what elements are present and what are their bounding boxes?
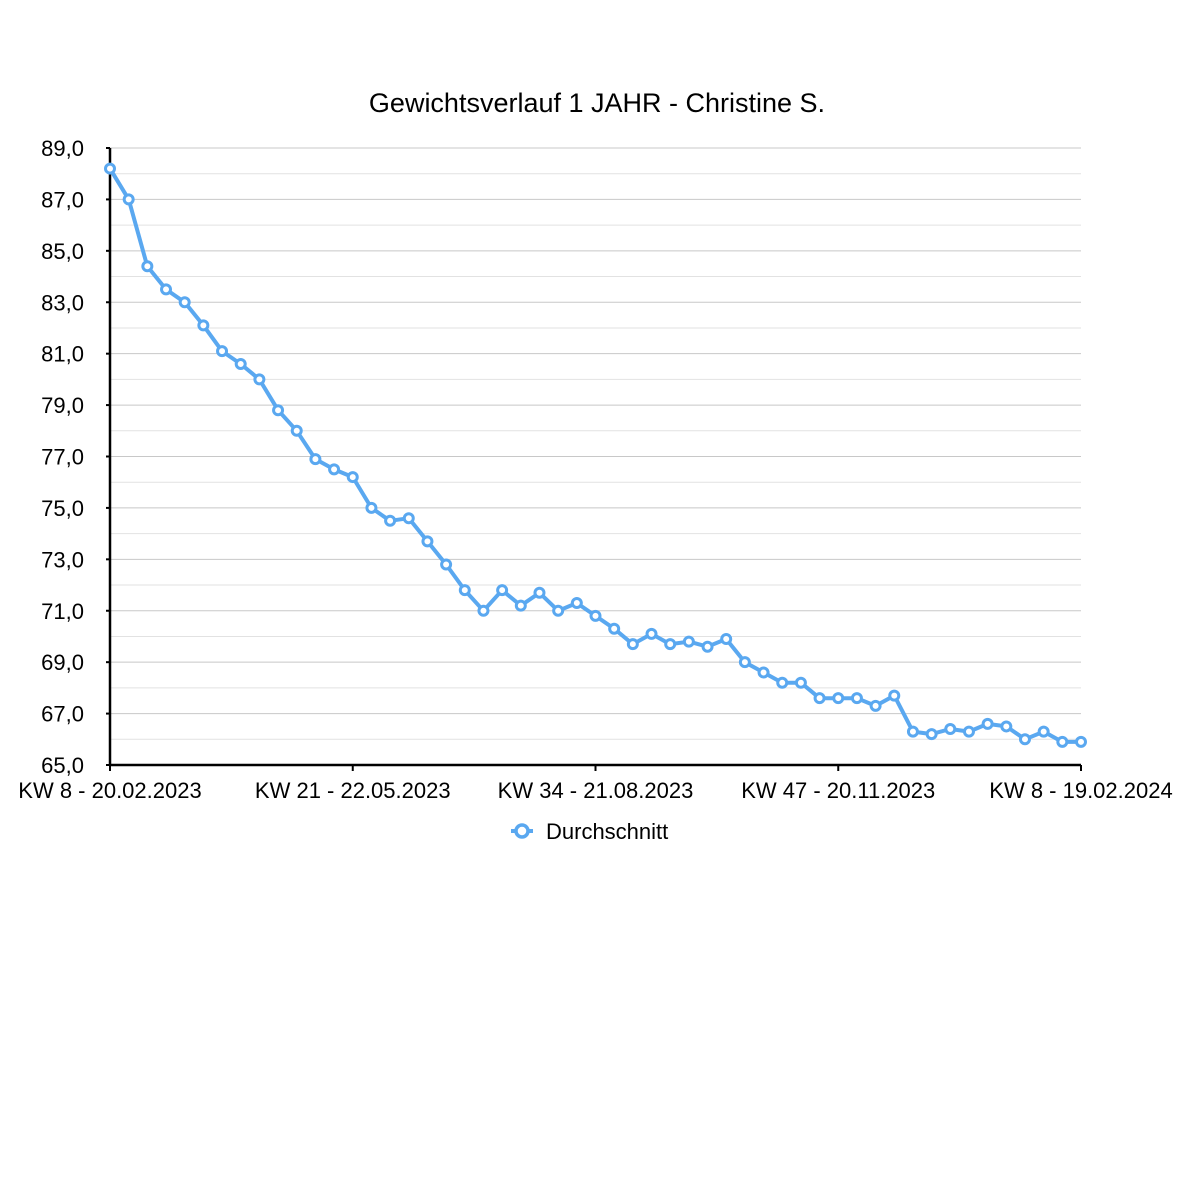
data-point	[664, 638, 677, 651]
data-point	[645, 627, 658, 640]
y-tick-label: 77,0	[41, 445, 84, 470]
data-point	[962, 725, 975, 738]
data-point	[477, 604, 490, 617]
y-tick-label: 67,0	[41, 702, 84, 727]
axes	[106, 147, 1082, 771]
data-point	[253, 373, 266, 386]
data-point	[533, 586, 546, 599]
y-axis-tick-labels: 65,0 67,0 69,0 71,0 73,0 75,0 77,0 79,0 81,0 83,0…	[41, 136, 84, 778]
data-point	[1018, 733, 1031, 746]
data-point	[757, 666, 770, 679]
series-line-durchschnitt	[108, 166, 1083, 744]
gridlines	[110, 147, 1081, 740]
y-tick-label: 73,0	[41, 547, 84, 572]
data-point	[1075, 735, 1087, 748]
data-point	[141, 260, 154, 273]
data-point	[701, 640, 714, 653]
y-tick-label: 71,0	[41, 599, 84, 624]
legend-point-marker	[514, 823, 530, 839]
data-point	[309, 453, 322, 466]
y-tick-label: 79,0	[41, 393, 84, 418]
data-point	[122, 193, 135, 206]
data-point	[794, 676, 807, 689]
data-point	[570, 597, 583, 610]
y-tick-label: 75,0	[41, 496, 84, 521]
data-point	[496, 584, 509, 597]
data-point	[682, 635, 695, 648]
x-tick-label: KW 21 - 22.05.2023	[255, 778, 451, 803]
data-point	[197, 319, 210, 332]
legend-label-durchschnitt: Durchschnitt	[546, 819, 668, 844]
data-point	[1037, 725, 1050, 738]
data-point	[178, 296, 191, 309]
y-tick-label: 85,0	[41, 239, 84, 264]
data-point	[589, 609, 602, 622]
data-point	[440, 558, 453, 571]
x-tick-label: KW 34 - 21.08.2023	[498, 778, 694, 803]
data-point	[402, 512, 415, 525]
data-point	[888, 689, 901, 702]
data-point	[365, 501, 378, 514]
data-point	[1000, 720, 1013, 733]
data-point	[626, 638, 639, 651]
x-tick-label: KW 8 - 20.02.2023	[18, 778, 201, 803]
data-point	[104, 162, 116, 175]
data-point	[944, 723, 957, 736]
data-point	[160, 283, 173, 296]
y-tick-label: 89,0	[41, 136, 84, 161]
data-point	[832, 692, 845, 705]
data-point	[1056, 735, 1069, 748]
x-axis-tick-labels: KW 8 - 20.02.2023 KW 21 - 22.05.2023 KW 34…	[18, 778, 1172, 803]
x-tick-label: KW 47 - 20.11.2023	[741, 778, 935, 803]
data-point	[720, 633, 733, 646]
y-tick-label: 65,0	[41, 753, 84, 778]
y-tick-label: 69,0	[41, 650, 84, 675]
data-point	[421, 535, 434, 548]
data-point	[216, 345, 229, 358]
data-point	[272, 404, 285, 417]
data-point	[869, 699, 882, 712]
data-point	[981, 717, 994, 730]
data-point	[850, 692, 863, 705]
data-point	[234, 357, 247, 370]
data-point	[776, 676, 789, 689]
y-tick-label: 87,0	[41, 187, 84, 212]
data-point	[346, 471, 359, 484]
data-point	[552, 604, 565, 617]
data-point	[906, 725, 919, 738]
data-point	[290, 424, 303, 437]
series-durchschnitt	[104, 162, 1087, 748]
y-tick-label: 81,0	[41, 342, 84, 367]
data-point	[384, 514, 397, 527]
chart-title: Gewichtsverlauf 1 JAHR - Christine S.	[369, 88, 825, 118]
data-point	[925, 728, 938, 741]
data-point	[813, 692, 826, 705]
data-point	[514, 599, 527, 612]
y-tick-label: 83,0	[41, 290, 84, 315]
x-tick-label: KW 8 - 19.02.2024	[989, 778, 1172, 803]
data-point	[458, 584, 471, 597]
data-point	[738, 656, 751, 669]
data-point	[608, 622, 621, 635]
data-point	[328, 463, 341, 476]
legend: Durchschnitt	[511, 819, 668, 844]
